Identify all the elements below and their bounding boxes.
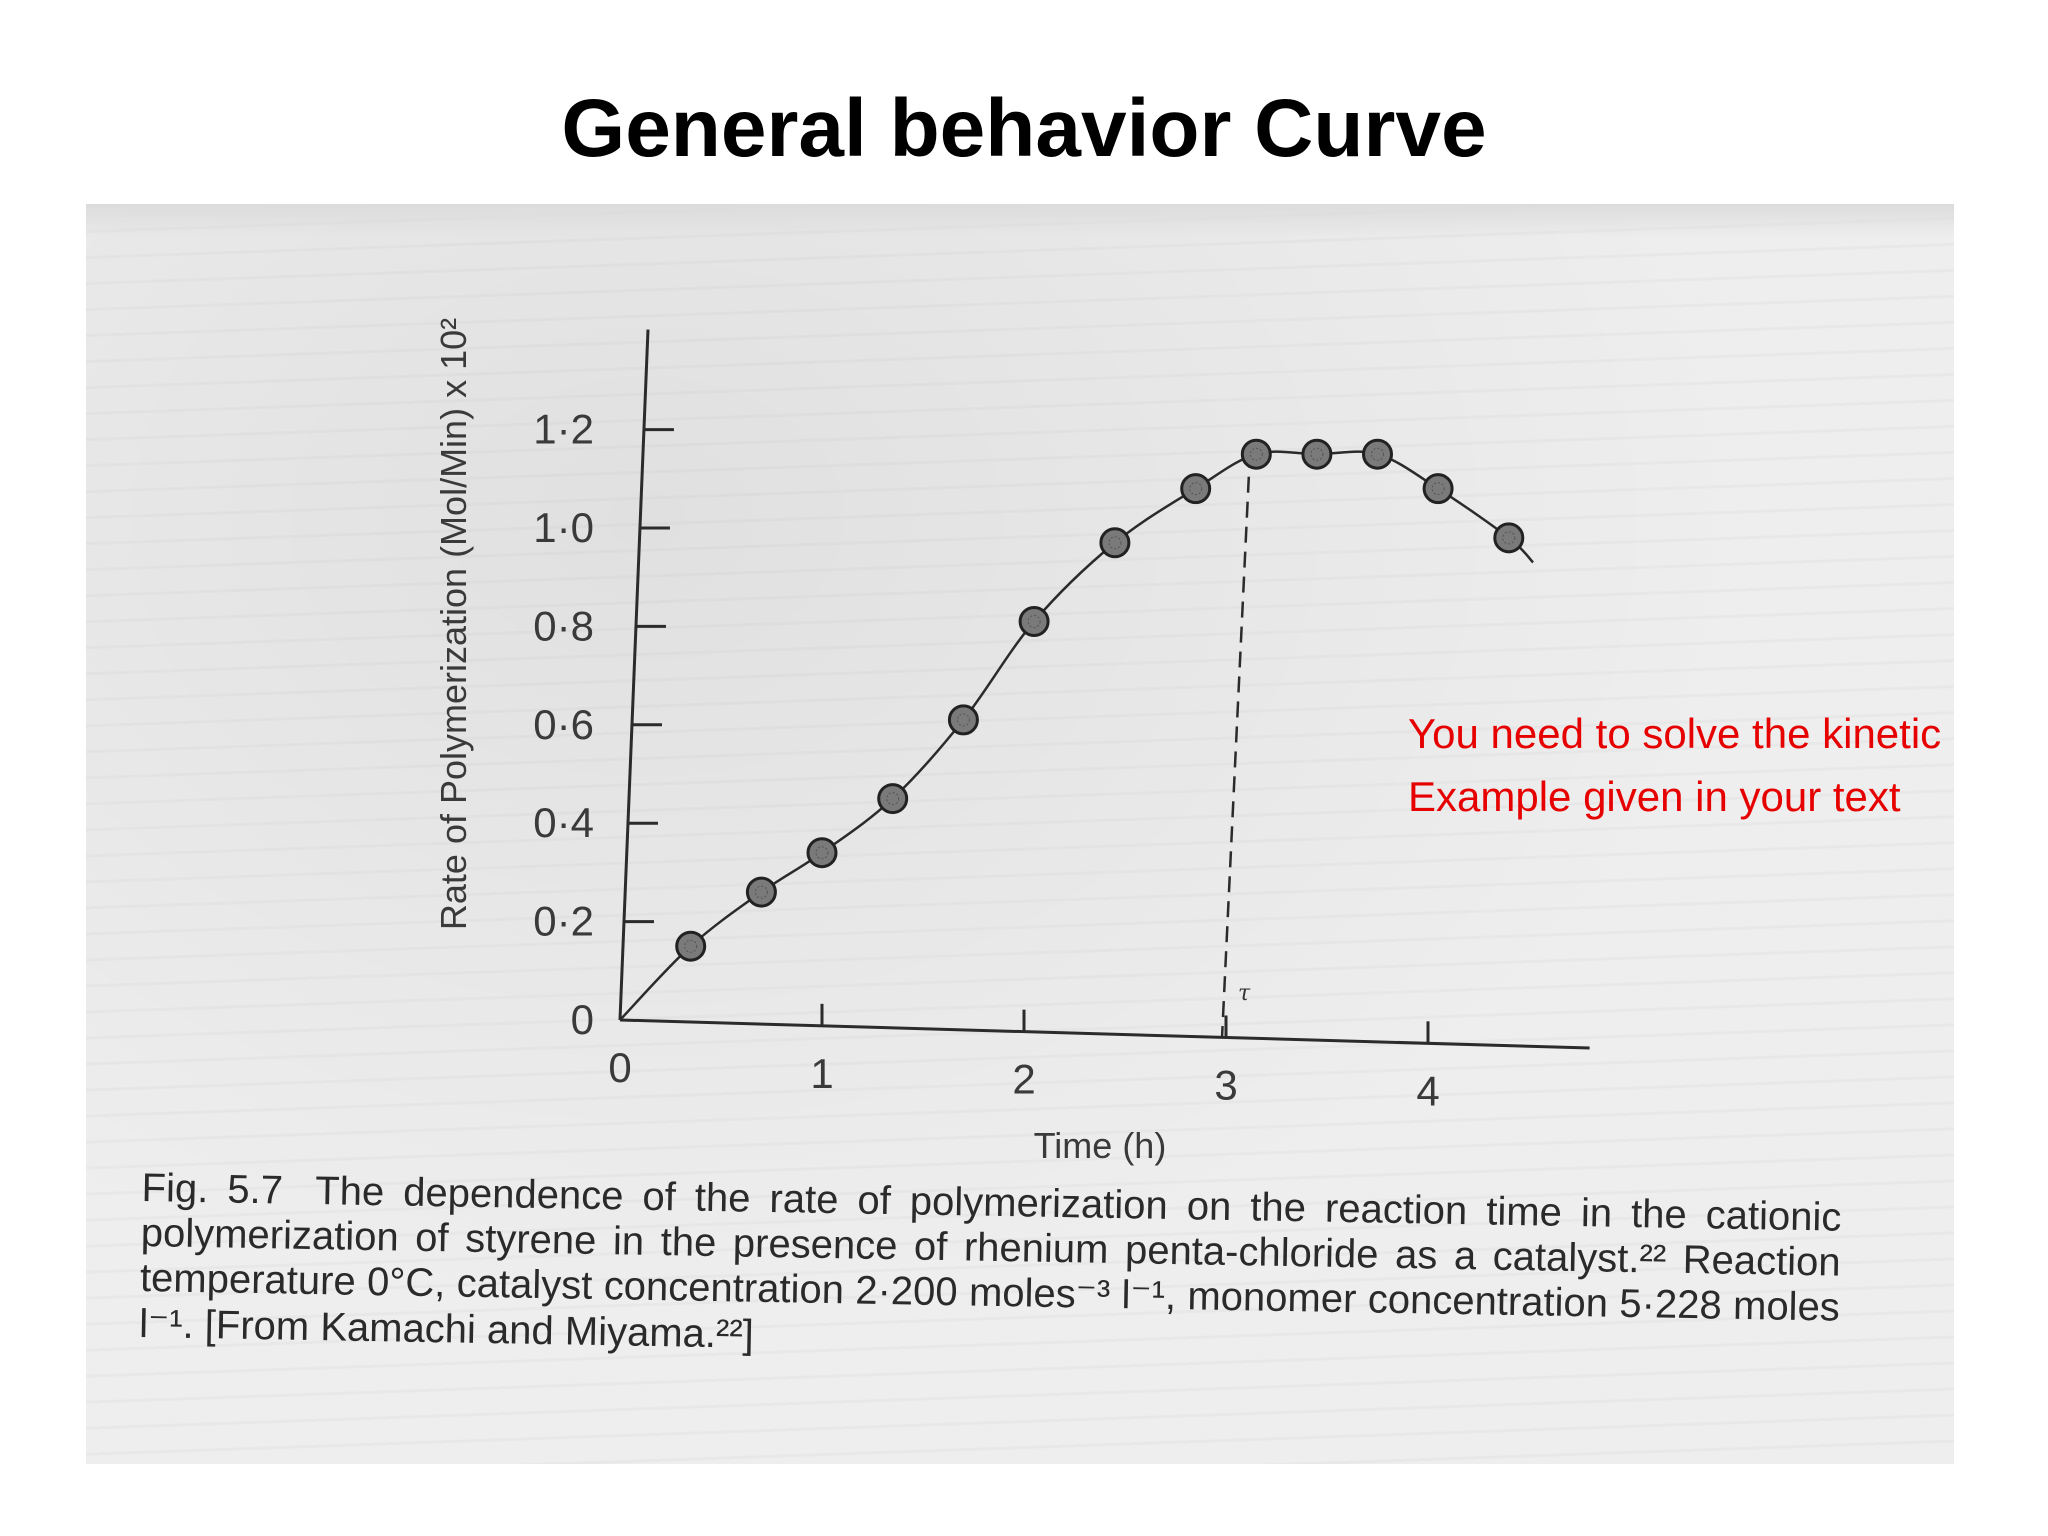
data-point-11	[1422, 473, 1454, 505]
data-point-texture-4	[956, 713, 970, 727]
data-point-texture-2	[815, 846, 829, 860]
note-line-2: Example given in your text	[1408, 773, 1901, 820]
data-point-marker-6	[1099, 527, 1131, 559]
data-point-1	[745, 876, 777, 908]
data-point-texture-8	[1249, 447, 1263, 461]
chart-series	[619, 438, 1534, 1021]
data-point-marker-11	[1422, 473, 1454, 505]
data-point-texture-11	[1431, 482, 1445, 496]
data-point-texture-6	[1108, 536, 1122, 550]
y-tick-label-1: 0·2	[533, 898, 594, 945]
x-tick-label-1: 1	[810, 1050, 833, 1097]
y-axis-label: Rate of Polymerization (Mol/Min) x 10²	[433, 318, 474, 930]
y-axis-line	[618, 329, 650, 1021]
data-point-9	[1301, 438, 1333, 470]
data-point-texture-7	[1189, 482, 1203, 496]
x-axis-line	[619, 1018, 1590, 1050]
tau-dashed-line	[1220, 451, 1252, 1039]
data-point-2	[806, 837, 838, 869]
tau-label: τ	[1238, 981, 1251, 1006]
data-point-marker-10	[1362, 438, 1393, 470]
slide-title: General behavior Curve	[561, 83, 1487, 174]
data-point-10	[1362, 438, 1393, 470]
y-tick-label-5: 1·0	[533, 504, 594, 551]
figure-label: Fig. 5.7	[141, 1166, 284, 1213]
y-tick-label-0: 0	[571, 996, 594, 1043]
data-point-marker-12	[1493, 522, 1525, 554]
rate-curve	[619, 450, 1534, 1021]
data-point-texture-5	[1027, 614, 1041, 628]
data-point-12	[1493, 522, 1525, 554]
data-point-marker-8	[1240, 438, 1272, 470]
y-tick-label-4: 0·8	[533, 602, 594, 649]
x-tick-label-4: 4	[1416, 1067, 1439, 1114]
data-point-marker-5	[1018, 605, 1050, 637]
data-point-marker-2	[806, 837, 838, 869]
figure-caption: Fig. 5.7 The dependence of the rate of p…	[139, 1166, 1842, 1376]
y-tick-label-3: 0·6	[533, 701, 594, 748]
chart-guides: τ	[1220, 451, 1252, 1039]
data-point-5	[1018, 605, 1050, 637]
data-point-6	[1099, 527, 1131, 559]
scanned-figure-background	[86, 204, 1954, 1464]
data-point-texture-3	[886, 792, 900, 806]
data-point-marker-4	[947, 704, 979, 736]
chart-axes	[618, 329, 1590, 1050]
x-tick-label-2: 2	[1012, 1056, 1035, 1103]
scan-shadow	[86, 204, 1954, 238]
data-point-texture-1	[754, 885, 768, 899]
chart-ticks	[623, 428, 1430, 1044]
data-point-3	[877, 783, 909, 815]
x-tick-label-0: 0	[608, 1044, 631, 1091]
chart-tick-labels: 0 0·2 0·4 0·6 0·8 1·0 1·2 0 1 2 3 4	[533, 406, 1439, 1115]
y-tick-label-2: 0·4	[533, 799, 594, 846]
red-instruction-note: You need to solve the kinetic Example gi…	[1408, 702, 2038, 828]
data-point-texture-9	[1310, 447, 1324, 461]
data-point-marker-7	[1180, 473, 1212, 505]
data-point-marker-0	[675, 930, 707, 962]
x-tick-label-3: 3	[1214, 1062, 1237, 1109]
data-point-texture-0	[684, 939, 698, 953]
data-point-marker-3	[877, 783, 909, 815]
caption-text: The dependence of the rate of polymeriza…	[138, 1169, 1842, 1357]
data-point-texture-12	[1502, 531, 1516, 545]
data-point-7	[1180, 473, 1212, 505]
data-point-marker-9	[1301, 438, 1333, 470]
data-point-marker-1	[745, 876, 777, 908]
x-axis-label: Time (h)	[1034, 1125, 1167, 1166]
data-point-8	[1240, 438, 1272, 470]
data-point-texture-10	[1371, 447, 1384, 461]
note-line-1: You need to solve the kinetic	[1408, 710, 1942, 757]
data-point-0	[675, 930, 707, 962]
data-point-4	[947, 704, 979, 736]
y-tick-label-6: 1·2	[533, 406, 594, 453]
